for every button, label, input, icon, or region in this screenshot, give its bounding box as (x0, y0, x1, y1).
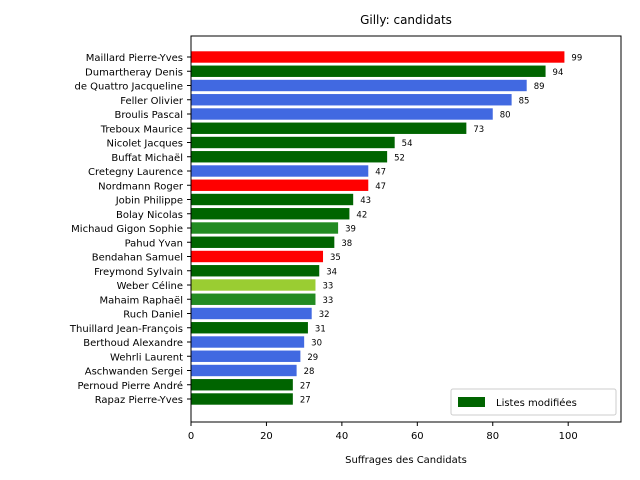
bar-value-label: 52 (394, 153, 405, 163)
bar-value-label: 29 (307, 353, 318, 363)
bar (191, 350, 301, 362)
y-tick-label: Nordmann Roger (98, 181, 184, 192)
bar (191, 222, 339, 234)
bar (191, 51, 565, 63)
bar-value-label: 42 (356, 210, 367, 220)
bar (191, 379, 293, 391)
legend-swatch (458, 397, 485, 407)
bar-value-label: 32 (319, 310, 330, 320)
bar-value-label: 99 (571, 54, 582, 64)
bar (191, 122, 467, 134)
bar (191, 165, 369, 177)
x-axis-label: Suffrages des Candidats (345, 455, 467, 466)
y-tick-label: Jobin Philippe (115, 196, 183, 207)
y-tick-label: Nicolet Jacques (106, 139, 183, 150)
plot-frame (190, 35, 622, 423)
bar-value-label: 35 (330, 253, 341, 263)
legend-box (450, 388, 617, 416)
y-tick-label: Aschwanden Sergei (85, 367, 183, 378)
x-tick-label: 0 (188, 431, 194, 442)
bar (191, 136, 395, 149)
bar (191, 265, 320, 277)
x-tick-label: 80 (486, 431, 499, 442)
bar-value-label: 73 (473, 125, 484, 135)
x-tick-label: 40 (336, 431, 349, 442)
y-tick-label: Cretegny Laurence (88, 167, 183, 178)
bar-value-label: 31 (315, 324, 326, 334)
x-tick-label: 20 (260, 431, 273, 442)
bar-value-label: 89 (534, 82, 545, 92)
x-tick-label: 60 (411, 431, 424, 442)
bar (191, 65, 546, 77)
bar-value-label: 39 (345, 225, 356, 235)
legend-entry-label: Listes modifiées (496, 397, 577, 409)
y-tick-label: Buffat Michaël (111, 153, 183, 164)
bar (191, 108, 493, 120)
bar-value-label: 33 (322, 296, 333, 306)
y-tick-label: Ruch Daniel (123, 310, 183, 321)
bar (191, 208, 350, 220)
y-tick-label: Bolay Nicolas (116, 210, 183, 221)
bar-value-label: 94 (553, 68, 564, 78)
y-tick-label: Pahud Yvan (125, 238, 183, 249)
bar-value-label: 34 (326, 267, 337, 277)
bar-value-label: 38 (341, 239, 352, 249)
y-tick-label: Maillard Pierre-Yves (86, 53, 183, 64)
bar-value-label: 43 (360, 196, 371, 206)
y-tick-label: Berthoud Alexandre (83, 338, 183, 349)
y-tick-label: Mahaim Raphaël (99, 295, 183, 306)
bar-value-label: 54 (402, 139, 413, 149)
plot-area: 99 Maillard Pierre-Yves 94 Dumartheray Deni… (69, 51, 582, 442)
y-tick-label: Broulis Pascal (115, 110, 183, 121)
bar-value-label: 28 (304, 367, 315, 377)
bar-value-label: 27 (300, 396, 311, 406)
y-tick-label: Bendahan Samuel (92, 253, 183, 264)
y-tick-label: Pernoud Pierre André (77, 380, 183, 392)
bar (191, 279, 316, 291)
y-tick-label: Weber Céline (117, 280, 183, 292)
bar (191, 236, 335, 248)
bar-value-label: 80 (500, 111, 511, 121)
bar (191, 179, 369, 191)
bar-value-label: 85 (519, 96, 530, 106)
bar (191, 193, 354, 206)
bar-value-label: 27 (300, 381, 311, 391)
y-tick-label: Michaud Gigon Sophie (71, 224, 183, 235)
y-tick-label: Wehrli Laurent (110, 352, 183, 363)
chart-title: Gilly: candidats (360, 13, 452, 27)
y-tick-label: Rapaz Pierre-Yves (95, 395, 183, 406)
bar (191, 322, 308, 334)
bar (191, 250, 324, 263)
y-tick-label: Dumartheray Denis (85, 67, 183, 78)
bar (191, 293, 316, 305)
bar (191, 307, 312, 320)
y-tick-label: Thuillard Jean-François (69, 324, 183, 335)
y-tick-label: Freymond Sylvain (94, 267, 183, 278)
bar-value-label: 30 (311, 339, 322, 349)
bar-value-label: 47 (375, 168, 386, 178)
y-tick-label: Feller Olivier (120, 96, 184, 107)
bar-value-label: 47 (375, 182, 386, 192)
y-tick-label: de Quattro Jacqueline (74, 82, 183, 93)
y-tick-label: Treboux Maurice (100, 124, 183, 135)
legend: Listes modifiées (450, 388, 617, 416)
bar (191, 364, 297, 377)
bar (191, 336, 305, 348)
x-tick-label: 100 (559, 431, 578, 442)
bar (191, 79, 527, 92)
bar (191, 151, 388, 163)
bar (191, 94, 512, 106)
bar (191, 393, 293, 405)
bar-value-label: 33 (322, 282, 333, 292)
